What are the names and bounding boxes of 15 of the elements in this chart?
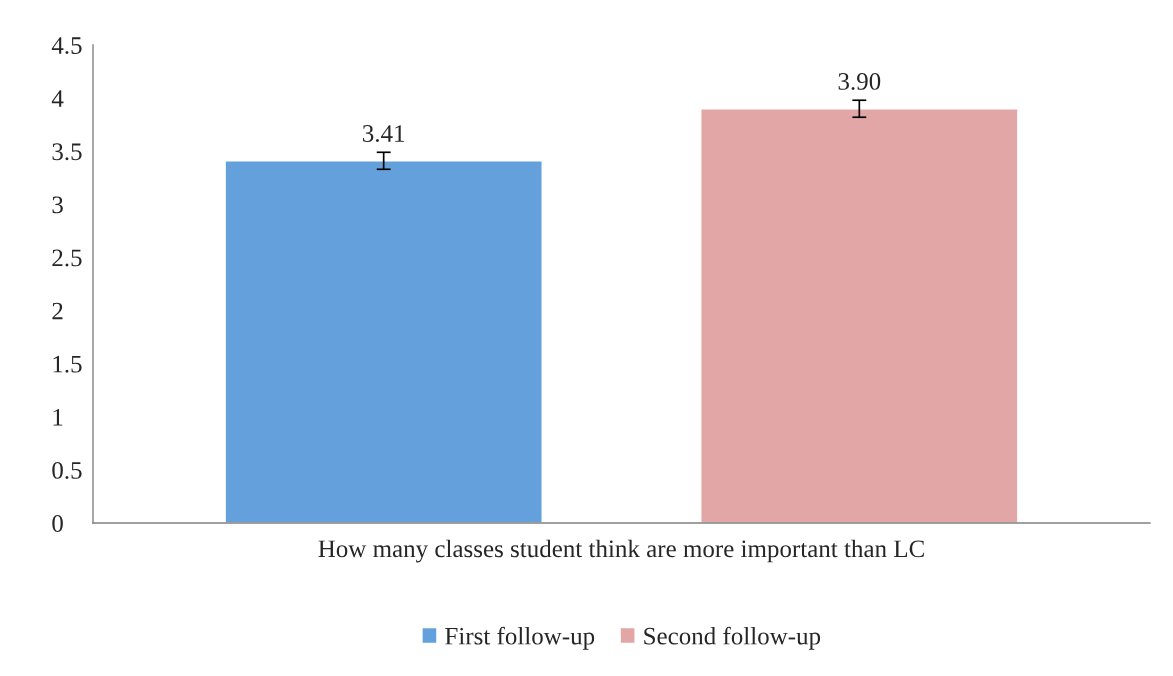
y-tick-label: 1	[53, 408, 63, 426]
y-tick-label: 2.5	[52, 249, 82, 267]
data-label: 3.41	[363, 125, 405, 142]
y-tick-label: 3	[52, 196, 63, 214]
y-tick-label: 3.5	[52, 143, 82, 161]
y-tick-label: 0.5	[52, 461, 82, 479]
legend-label: First follow-up	[445, 626, 595, 650]
y-tick-label: 2	[52, 302, 63, 320]
y-tick-label: 4	[51, 90, 64, 107]
data-label: 3.90	[838, 72, 881, 90]
legend-label: Second follow-up	[644, 626, 821, 650]
x-tick-label: How many classes student think are more important than LC	[318, 539, 924, 563]
y-tick-label: 0	[52, 515, 63, 532]
y-tick-label: 1.5	[53, 355, 82, 373]
y-tick-label: 4.5	[51, 37, 82, 55]
